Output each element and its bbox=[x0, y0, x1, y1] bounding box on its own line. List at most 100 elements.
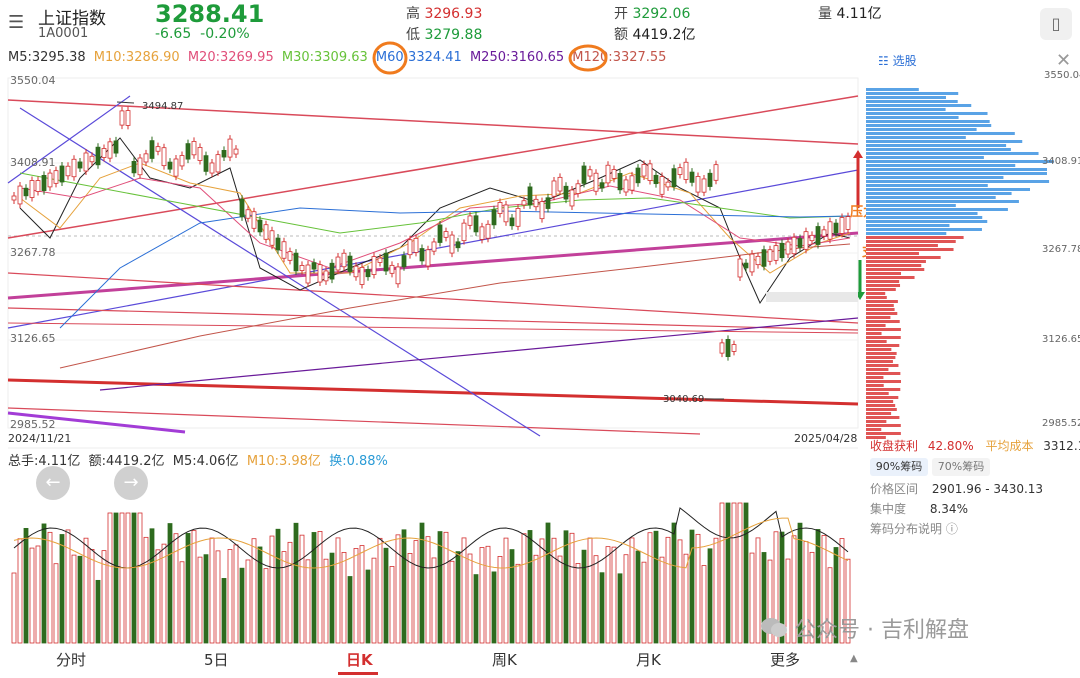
tab-monthly[interactable]: 月K bbox=[636, 651, 661, 669]
open-stat: 开 3292.06 bbox=[614, 6, 691, 22]
volume-bar bbox=[167, 523, 173, 644]
candle-body bbox=[401, 255, 407, 268]
chip-explain-link[interactable]: 筹码分布说明 ⓘ bbox=[870, 522, 958, 536]
tab-90-chips[interactable]: 90%筹码 bbox=[870, 458, 928, 476]
volume-bar bbox=[779, 531, 785, 644]
volume-bar bbox=[575, 563, 581, 644]
chip-bar bbox=[866, 228, 982, 231]
candle-body bbox=[59, 165, 65, 183]
candle-body bbox=[281, 241, 287, 259]
candle-body bbox=[317, 264, 323, 283]
volume-bar bbox=[215, 550, 221, 644]
volume-bar bbox=[755, 537, 761, 644]
volume-bar bbox=[491, 571, 497, 644]
chip-axis-bottom: 2985.52 bbox=[1042, 418, 1080, 429]
volume-bar bbox=[725, 502, 731, 644]
candle-body bbox=[785, 241, 791, 255]
volume-bar bbox=[35, 545, 41, 644]
candles bbox=[11, 106, 851, 361]
candle-body bbox=[173, 158, 179, 177]
volume-bar bbox=[461, 537, 467, 644]
candle-body bbox=[527, 186, 533, 206]
orange-mark-1: 压力 bbox=[850, 204, 866, 220]
period-tabs: 分时 5日 日K 周K 月K 更多 ▲ bbox=[0, 645, 866, 675]
volume-bar bbox=[839, 538, 845, 644]
volume-bar bbox=[713, 537, 719, 644]
volume-bar bbox=[551, 537, 557, 644]
tab-weekly[interactable]: 周K bbox=[492, 651, 517, 669]
volume-bar bbox=[293, 522, 299, 644]
volume-bar bbox=[605, 546, 611, 644]
price-range-value: 2901.96 - 3430.13 bbox=[931, 482, 1044, 496]
volume-bar bbox=[353, 548, 359, 644]
volume-bar bbox=[263, 568, 269, 644]
close-icon[interactable]: ✕ bbox=[1056, 50, 1072, 71]
candle-body bbox=[191, 141, 197, 156]
candle-body bbox=[473, 215, 479, 233]
candle-body bbox=[197, 147, 203, 161]
chevron-up-icon[interactable]: ▲ bbox=[850, 653, 858, 664]
chip-bar bbox=[866, 364, 899, 367]
candle-body bbox=[845, 216, 851, 230]
volume-bar bbox=[845, 558, 851, 644]
help-icon: ⓘ bbox=[945, 522, 958, 536]
volume-bar bbox=[59, 534, 65, 644]
chip-bar bbox=[866, 88, 919, 91]
volume-bar bbox=[425, 536, 431, 644]
volume-bar bbox=[251, 538, 257, 644]
chip-bar bbox=[866, 232, 947, 235]
trendline bbox=[7, 272, 859, 324]
candle-body bbox=[143, 153, 149, 163]
ma-curve bbox=[19, 177, 851, 269]
candle-body bbox=[233, 148, 239, 155]
volume-bar bbox=[287, 541, 293, 644]
candle-body bbox=[245, 209, 251, 219]
candle-body bbox=[533, 198, 539, 208]
candle-body bbox=[347, 255, 353, 272]
candle-body bbox=[425, 249, 431, 267]
candle-body bbox=[371, 256, 377, 275]
wechat-logo-icon bbox=[761, 618, 787, 637]
volume-bar bbox=[95, 579, 101, 644]
candle-body bbox=[257, 219, 263, 233]
volume-bar bbox=[239, 567, 245, 644]
volume-bar bbox=[431, 557, 437, 644]
tab-more[interactable]: 更多 bbox=[770, 651, 801, 669]
candle-body bbox=[653, 174, 659, 185]
volume-bar bbox=[365, 569, 371, 644]
chip-bar bbox=[866, 100, 958, 103]
volume-ma10 bbox=[13, 517, 849, 569]
volume-bar bbox=[785, 558, 791, 644]
candle-body bbox=[701, 178, 707, 193]
chip-bar bbox=[866, 148, 1011, 151]
candle-body bbox=[215, 154, 221, 173]
candle-body bbox=[497, 202, 503, 214]
menu-icon[interactable]: ☰ bbox=[8, 12, 25, 33]
watermark: 公众号 · 吉利解盘 bbox=[794, 618, 969, 643]
chip-bar bbox=[866, 380, 901, 383]
tab-5day[interactable]: 5日 bbox=[204, 651, 229, 669]
volume-bar bbox=[383, 547, 389, 644]
volume-bar bbox=[245, 559, 251, 644]
arrow-right-icon[interactable]: → bbox=[114, 466, 148, 500]
candle-body bbox=[479, 226, 485, 240]
tab-intraday[interactable]: 分时 bbox=[56, 651, 87, 669]
tab-daily[interactable]: 日K bbox=[346, 651, 373, 669]
volume-bar bbox=[677, 539, 683, 644]
kline-chart[interactable]: 3550.04 3408.91 3267.78 3126.65 2985.52 … bbox=[0, 68, 866, 645]
chip-bar bbox=[866, 168, 1048, 171]
chip-bar bbox=[866, 236, 964, 239]
open-value: 3292.06 bbox=[632, 6, 691, 22]
tab-70-chips[interactable]: 70%筹码 bbox=[932, 458, 990, 476]
arrow-left-icon[interactable]: ← bbox=[36, 466, 70, 500]
phone-icon[interactable]: ▯ bbox=[1040, 8, 1072, 40]
select-stock-button[interactable]: ☷ 选股 bbox=[878, 54, 917, 68]
candle-body bbox=[53, 170, 59, 184]
candle-body bbox=[461, 222, 467, 242]
circle-m120 bbox=[568, 44, 608, 72]
chip-bar bbox=[866, 268, 925, 271]
chip-bar bbox=[866, 124, 992, 127]
chip-bar bbox=[866, 204, 956, 207]
candle-body bbox=[743, 262, 749, 269]
amount-stat: 额 4419.2亿 bbox=[614, 27, 696, 43]
